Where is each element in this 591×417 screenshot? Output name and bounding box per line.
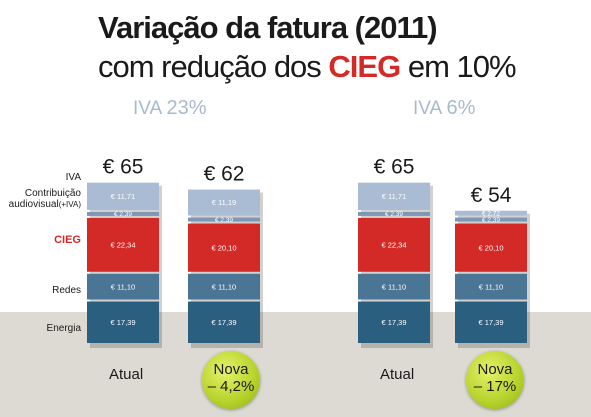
row-label-contribuicao: Contribuição audiovisual(+IVA): [9, 188, 81, 210]
row-label-iva: IVA: [65, 172, 81, 183]
group-label-iva23: IVA 23%: [133, 97, 206, 120]
bar-segment-energia: [87, 301, 159, 343]
row-label-redes: Redes: [52, 285, 81, 296]
subtitle-pre: com redução dos: [98, 49, 329, 84]
segment-value-label: € 20,10: [478, 243, 503, 252]
change-badge-iva23: Nova – 4,2%: [202, 351, 260, 409]
segment-value-label: € 11,10: [111, 282, 135, 291]
row-label-contrib-line2: audiovisual: [8, 199, 59, 210]
segment-value-label: € 11,71: [382, 192, 406, 201]
bar-segment-energia: [188, 301, 260, 343]
bar-segment-energia: [455, 301, 527, 343]
segment-value-label: € 2,39: [482, 217, 500, 224]
group-label-prefix: IVA: [133, 98, 167, 119]
group-label-pct: 23%: [166, 97, 207, 119]
subtitle-highlight: CIEG: [328, 49, 401, 84]
bar-segment-redes: [455, 273, 527, 300]
bar-segment-cieg: [455, 223, 527, 272]
bar-segment-iva: [455, 210, 527, 216]
bar-segment-energia: [358, 301, 430, 343]
group-label-iva6: IVA 6%: [413, 97, 475, 120]
segment-value-label: € 2,39: [215, 217, 233, 224]
segment-value-label: € 17,39: [478, 318, 503, 327]
segment-value-label: € 17,39: [211, 318, 236, 327]
bar-segment-contribuicao: [358, 211, 430, 216]
bar-segment-iva: [188, 189, 260, 216]
chart-title: Variação da fatura (2011): [98, 10, 438, 45]
badge-line2: – 17%: [473, 378, 517, 395]
bar-segment-iva: [358, 182, 430, 210]
badge-line2: – 4,2%: [207, 378, 255, 395]
bar-total-label: € 65: [374, 156, 415, 179]
segment-value-label: € 11,10: [382, 282, 406, 291]
bar-segment-cieg: [87, 217, 159, 272]
segment-value-label: € 2,72: [482, 210, 500, 217]
segment-value-label: € 2,39: [114, 211, 132, 218]
row-label-cieg: CIEG: [54, 234, 81, 246]
bar-segment-contribuicao: [87, 211, 159, 216]
bar-segment-redes: [188, 273, 260, 300]
bar-segment-contribuicao: [455, 217, 527, 222]
change-badge-iva6: Nova – 17%: [466, 351, 524, 409]
bar-caption-iva23-atual: Atual: [109, 366, 144, 383]
bar-total-label: € 62: [204, 163, 245, 186]
segment-value-label: € 11,71: [111, 192, 135, 201]
segment-value-label: € 17,39: [381, 318, 406, 327]
chart-subtitle: com redução dos CIEG em 10%: [98, 49, 517, 85]
segment-value-label: € 22,34: [381, 240, 406, 249]
subtitle-post: em 10%: [400, 49, 517, 84]
row-label-energia: Energia: [46, 323, 81, 334]
segment-value-label: € 2,39: [385, 211, 403, 218]
segment-value-label: € 11,10: [479, 282, 503, 291]
bar-total-label: € 54: [471, 184, 512, 207]
bar-segment-redes: [358, 273, 430, 300]
bar-segment-iva: [87, 182, 159, 210]
bar-segment-contribuicao: [188, 217, 260, 222]
bar-total-label: € 65: [103, 156, 144, 179]
badge-line1: Nova: [213, 361, 249, 378]
segment-value-label: € 20,10: [211, 243, 236, 252]
group-label-prefix: IVA: [413, 98, 447, 119]
group-label-pct: 6%: [446, 97, 476, 119]
row-label-contrib-line1: Contribuição: [24, 188, 81, 199]
badge-line1: Nova: [477, 361, 513, 378]
bar-segment-cieg: [358, 217, 430, 272]
bar-segment-redes: [87, 273, 159, 300]
segment-value-label: € 11,19: [212, 198, 236, 207]
segment-value-label: € 17,39: [110, 318, 135, 327]
segment-value-label: € 22,34: [110, 240, 135, 249]
row-label-contrib-suffix: (+IVA): [58, 200, 81, 209]
bar-caption-iva6-atual: Atual: [380, 366, 415, 383]
bar-segment-cieg: [188, 223, 260, 272]
segment-value-label: € 11,10: [212, 282, 236, 291]
